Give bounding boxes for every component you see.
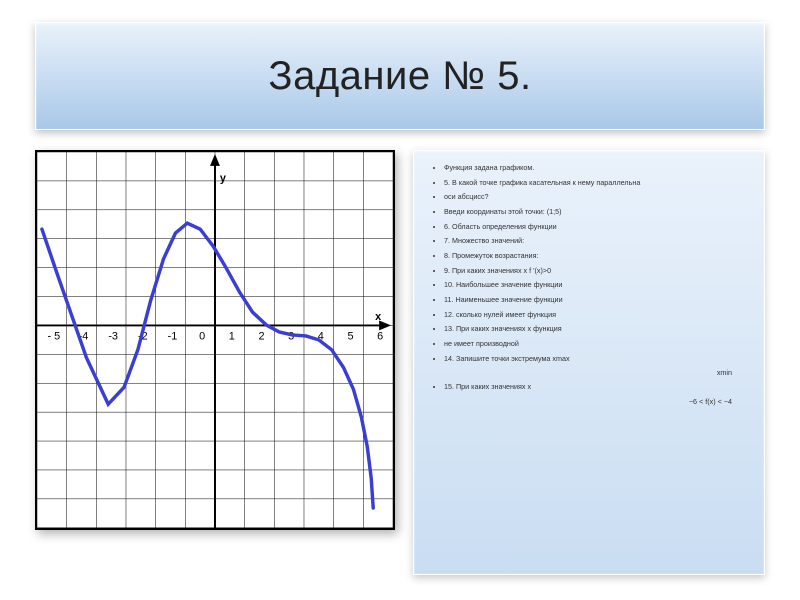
svg-text:- 5: - 5 — [47, 330, 60, 342]
svg-text:5: 5 — [347, 330, 353, 342]
function-chart: у х - 5-4-3-2-10123456 — [35, 150, 395, 530]
question-item: 9. При каких значениях х f '(x)>0 — [444, 264, 752, 278]
svg-text:0: 0 — [199, 330, 205, 342]
chart-svg: у х - 5-4-3-2-10123456 — [37, 152, 393, 528]
svg-text:1: 1 — [229, 330, 235, 342]
question-item: 13. При каких значениях х функция — [444, 322, 752, 336]
question-item: оси абсцисс? — [444, 190, 752, 204]
question-item: не имеет производной — [444, 337, 752, 351]
slide-title: Задание № 5. — [268, 54, 531, 99]
svg-text:-1: -1 — [168, 330, 178, 342]
question-item: 7. Множество значений: — [444, 234, 752, 248]
question-list-2: 15. При каких значениях х — [432, 380, 752, 394]
chart-panel: у х - 5-4-3-2-10123456 — [35, 150, 395, 575]
question-item: 11. Наименьшее значение функции — [444, 293, 752, 307]
question-list: Функция задана графиком.5. В какой точке… — [432, 161, 752, 365]
question-item: 14. Запишите точки экстремума xmax — [444, 352, 752, 366]
content-area: у х - 5-4-3-2-10123456 Функция задана гр… — [35, 150, 765, 575]
xmin-line: xmin — [432, 366, 752, 380]
question-item: 5. В какой точке графика касательная к н… — [444, 176, 752, 190]
svg-text:6: 6 — [377, 330, 383, 342]
question-item: Функция задана графиком. — [444, 161, 752, 175]
function-curve — [42, 223, 373, 508]
svg-text:-3: -3 — [108, 330, 118, 342]
question-item: 15. При каких значениях х — [444, 380, 752, 394]
svg-text:2: 2 — [258, 330, 264, 342]
title-bar: Задание № 5. — [35, 22, 765, 130]
y-axis-label: у — [220, 173, 226, 185]
ineq-line: −6 < f(x) < −4 — [432, 395, 752, 409]
questions-panel: Функция задана графиком.5. В какой точке… — [413, 150, 765, 575]
question-item: 10. Наибольшее значение функции — [444, 278, 752, 292]
question-item: Введи координаты этой точки: (1;5) — [444, 205, 752, 219]
question-item: 12. сколько нулей имеет функция — [444, 308, 752, 322]
question-item: 6. Область определения функции — [444, 220, 752, 234]
question-item: 8. Промежуток возрастания: — [444, 249, 752, 263]
x-axis-label: х — [375, 311, 381, 323]
